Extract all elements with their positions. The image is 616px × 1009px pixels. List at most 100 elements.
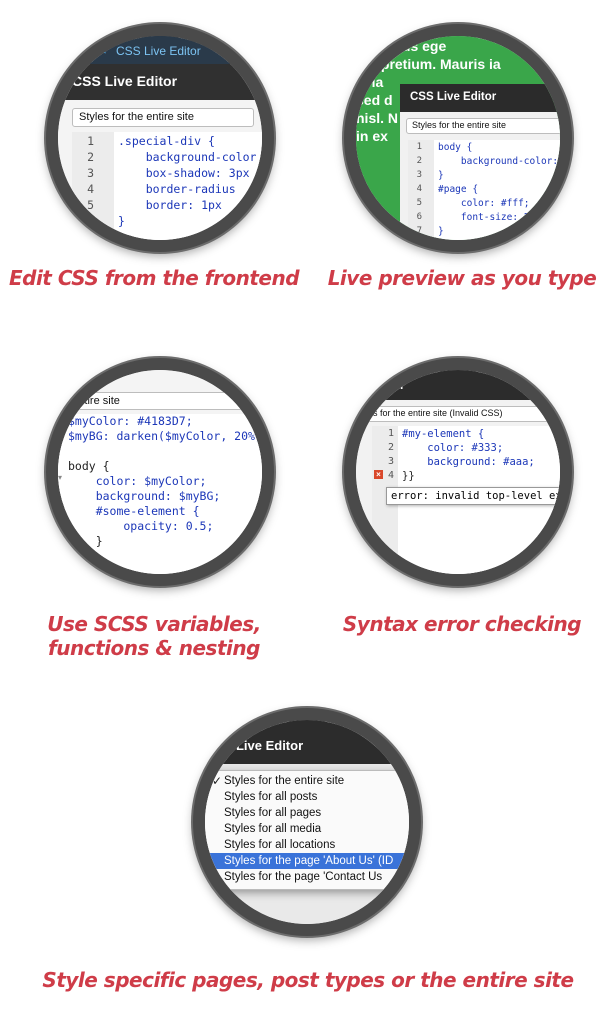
menu-item[interactable]: Styles for all posts	[224, 791, 318, 803]
feature-scope-select: SS Live Editor ✓ Styles for the entire s…	[0, 690, 616, 1009]
code-line: $myBG: darken($myColor, 20%);	[68, 429, 262, 443]
code-line: border: 1px	[118, 198, 222, 212]
select-value: Styles for the entire site	[79, 111, 194, 123]
editor-header: CSS Live Editor	[400, 84, 560, 112]
editor-header: Editor	[356, 370, 560, 400]
line-number: 2	[387, 442, 394, 453]
code-line: body {	[68, 459, 110, 473]
style-scope-select[interactable]: Styles for the entire site	[406, 118, 560, 134]
feature-syntax-check: Editor tyles for the entire site (Invali…	[308, 330, 616, 670]
menu-item[interactable]: Styles for all pages	[224, 807, 322, 819]
page-text-line: nisl. N	[356, 110, 399, 126]
magnifier-lens: SS Live Editor ✓ Styles for the entire s…	[193, 708, 421, 936]
dropdown-screenshot: SS Live Editor ✓ Styles for the entire s…	[205, 720, 409, 924]
code-line: }	[68, 534, 103, 548]
brush-icon: ✎	[96, 42, 107, 57]
preview-screenshot: lot metus ege pat pretium. Mauris ia is ia…	[356, 36, 560, 240]
code-line: color: #333;	[402, 442, 504, 454]
code-line: color: $myColor;	[68, 474, 207, 488]
menu-item[interactable]: Styles for the entire site	[224, 775, 345, 787]
line-number: 4	[416, 184, 422, 194]
line-number: 1	[87, 134, 94, 148]
code-area[interactable]	[434, 140, 560, 240]
caption-line-1: Use SCSS variables,	[47, 612, 261, 636]
caption: Live preview as you type	[327, 266, 597, 290]
line-number: 1	[387, 428, 394, 439]
code-line: background: #aaa;	[402, 456, 535, 468]
line-number: 7	[416, 226, 422, 236]
error-screenshot: Editor tyles for the entire site (Invali…	[356, 370, 560, 574]
line-number: 2	[416, 156, 422, 166]
line-number: 6	[416, 212, 422, 222]
code-line: background-color: #20	[460, 156, 559, 167]
code-line: opacity: 0.5;	[68, 519, 214, 533]
code-line: }	[438, 226, 444, 237]
caption: Syntax error checking	[342, 612, 582, 636]
line-number: 3	[87, 166, 94, 180]
feature-live-preview: lot metus ege pat pretium. Mauris ia is ia…	[308, 0, 616, 300]
code-line: #page {	[438, 184, 479, 195]
page-text-line: sed d	[356, 92, 393, 108]
page-text-line: is ia	[356, 74, 384, 90]
menu-item[interactable]: Styles for the page 'Contact Us	[224, 871, 383, 883]
error-marker-icon: ×	[374, 470, 383, 479]
line-number: 5	[87, 198, 94, 212]
page-text-line: in ex	[356, 128, 388, 144]
page-text-line: lot metus ege	[356, 38, 447, 54]
code-line: #my-element {	[402, 428, 485, 440]
menu-item[interactable]: Styles for all media	[224, 823, 322, 835]
code-line: border-radius	[118, 182, 236, 196]
line-number: 3	[416, 170, 422, 180]
select-value: e entire site	[63, 395, 120, 407]
line-number: 1	[416, 142, 422, 152]
code-line: $myColor: #4183D7;	[68, 414, 193, 428]
magnifier-lens: e entire site ▾ $myColor: #4183D7; $myBG:…	[46, 358, 274, 586]
code-line: }	[118, 214, 125, 228]
editor-title: CSS Live Editor	[410, 91, 497, 103]
menu-item[interactable]: Styles for the page 'About Us' (ID	[205, 853, 409, 869]
style-scope-select[interactable]: tyles for the entire site (Invalid CSS)	[356, 406, 554, 422]
editor-header: SS Live Editor	[205, 720, 409, 764]
line-gutter	[72, 132, 114, 240]
code-line: #some-element {	[68, 504, 200, 518]
line-number: 6	[87, 214, 94, 228]
feature-edit-css: t ✎ CSS Live Editor CSS Live Editor Styl…	[0, 0, 308, 300]
code-line: color: #fff;	[438, 198, 530, 209]
scss-screenshot: e entire site ▾ $myColor: #4183D7; $myBG:…	[58, 370, 262, 574]
feature-scss: e entire site ▾ $myColor: #4183D7; $myBG:…	[0, 330, 308, 670]
style-scope-select[interactable]: Styles for the entire site	[72, 108, 254, 127]
code-area[interactable]	[114, 132, 262, 240]
code-area[interactable]	[58, 414, 262, 574]
tab-partial-label: t	[60, 44, 64, 58]
code-line: background-color	[118, 150, 257, 164]
code-line: .special-div {	[118, 134, 215, 148]
code-line: font-size: 22px;	[438, 212, 553, 223]
code-line: body {	[438, 142, 473, 153]
menu-item[interactable]: Styles for all locations	[224, 839, 336, 851]
line-number: 2	[87, 150, 94, 164]
editor-title: Editor	[370, 378, 405, 392]
code-line: background: $myBG;	[68, 489, 221, 503]
page-text-line: pat pretium. Mauris ia	[356, 56, 501, 72]
code-line: }	[438, 170, 444, 181]
line-number: 3	[387, 456, 394, 467]
select-value: tyles for the entire site (Invalid CSS)	[359, 408, 503, 418]
scope-dropdown-menu[interactable]: ✓ Styles for the entire site Styles for a…	[205, 770, 409, 890]
select-value: Styles for the entire site	[412, 120, 507, 130]
checkmark-icon: ✓	[212, 774, 223, 788]
tab-css-live-editor[interactable]: ✎ CSS Live Editor	[88, 36, 238, 64]
editor-header: CSS Live Editor	[58, 64, 262, 100]
style-scope-select[interactable]: e entire site	[58, 392, 254, 410]
line-number: 4	[87, 182, 94, 196]
caption: Style specific pages, post types or the …	[42, 968, 574, 992]
error-message: error: invalid top-level expre	[391, 490, 560, 502]
code-line: box-shadow: 3px	[118, 166, 250, 180]
editor-screenshot: t ✎ CSS Live Editor CSS Live Editor Styl…	[58, 36, 262, 240]
caption: Edit CSS from the frontend	[8, 266, 300, 290]
line-number: 5	[416, 198, 422, 208]
fold-arrow-icon: ▾	[58, 473, 63, 482]
tab-label: CSS Live Editor	[116, 44, 201, 58]
editor-title: CSS Live Editor	[72, 73, 178, 89]
magnifier-lens: Editor tyles for the entire site (Invali…	[344, 358, 572, 586]
code-line: }}	[402, 470, 415, 482]
